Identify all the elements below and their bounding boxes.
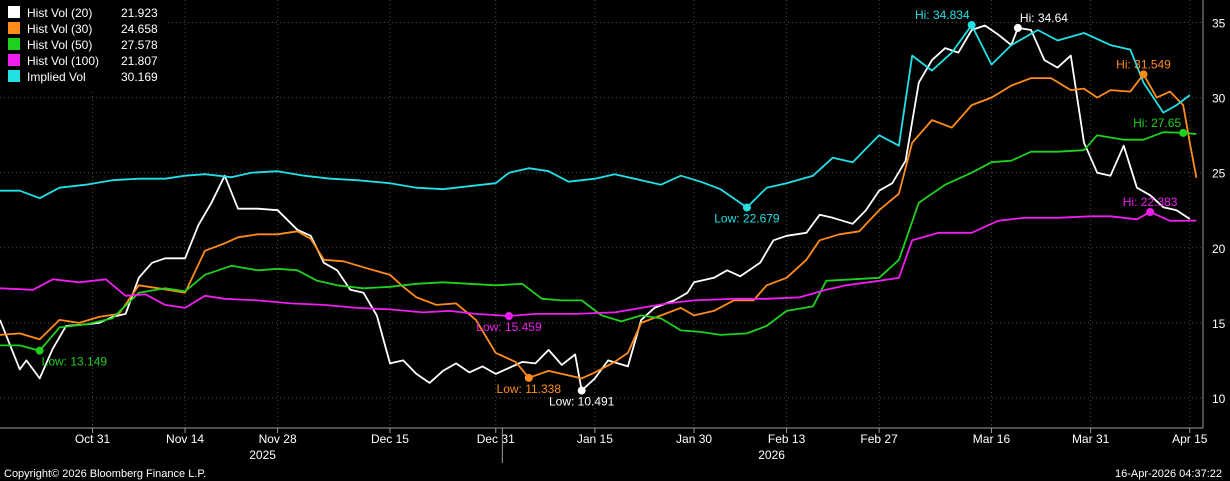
legend-swatch: [8, 22, 20, 34]
x-tick-label: Mar 31: [1072, 432, 1110, 446]
annotation-label: Low: 15.459: [476, 320, 542, 334]
legend-background: [0, 0, 167, 90]
legend-last-value: 30.169: [121, 70, 158, 84]
annotation-label: Low: 11.338: [497, 382, 562, 396]
x-tick-label: Nov 28: [259, 432, 297, 446]
legend-swatch: [8, 38, 20, 50]
legend-swatch: [8, 6, 20, 18]
annotations: Hi: 34.64 Low: 10.491 Hi: 31.549 Low: 11.33…: [35, 8, 1188, 409]
legend-series-name: Hist Vol (50): [27, 38, 92, 52]
x-tick-label: Jan 15: [577, 432, 613, 446]
series-lines: [0, 24, 1198, 392]
annotation-marker: [967, 21, 976, 30]
annotation-marker: [1179, 128, 1188, 137]
annotation-marker: [35, 346, 44, 355]
legend-last-value: 27.578: [121, 38, 158, 52]
annotation-marker: [742, 203, 751, 212]
annotation-label: Hi: 34.64: [1020, 11, 1068, 25]
y-tick-label: 10: [1212, 392, 1226, 406]
timestamp-text: 16-Apr-2026 04:37:22: [1114, 468, 1222, 480]
annotation-label: Low: 22.679: [714, 212, 780, 226]
annotation-label: Hi: 34.834: [915, 8, 970, 22]
annotation-marker: [577, 386, 586, 395]
legend-swatch: [8, 70, 20, 82]
annotation-marker: [1139, 70, 1148, 79]
legend-last-value: 24.658: [121, 22, 158, 36]
legend-last-value: 21.923: [121, 6, 158, 20]
legend-series-name: Hist Vol (20): [27, 6, 92, 20]
series-line-0: [0, 24, 1191, 392]
gridlines: [0, 0, 1203, 428]
series-line-4: [0, 24, 1191, 209]
x-tick-label: Nov 14: [166, 432, 204, 446]
legend-series-name: Hist Vol (30): [27, 22, 92, 36]
x-tick-label: Mar 16: [973, 432, 1011, 446]
legend-series-name: Implied Vol: [27, 70, 86, 84]
legend-series-name: Hist Vol (100): [27, 54, 99, 68]
annotation-marker: [1013, 23, 1022, 32]
series-line-3: [0, 211, 1197, 317]
year-label: 2025: [249, 448, 276, 462]
copyright-text: Copyright© 2026 Bloomberg Finance L.P.: [4, 468, 207, 480]
annotation-marker: [504, 311, 513, 320]
x-tick-label: Feb 13: [768, 432, 806, 446]
annotation-marker: [1146, 208, 1155, 217]
y-tick-label: 35: [1212, 17, 1226, 31]
series-line-2: [0, 131, 1197, 352]
annotation-label: Low: 10.491: [549, 395, 615, 409]
annotation-label: Low: 13.149: [42, 355, 108, 369]
legend-swatch: [8, 54, 20, 66]
annotation-label: Hi: 22.383: [1123, 195, 1178, 209]
x-tick-label: Dec 15: [371, 432, 409, 446]
legend: Hist Vol (20) 21.923 Hist Vol (30) 24.658 Hi…: [0, 0, 167, 90]
x-tick-label: Jan 30: [676, 432, 712, 446]
x-tick-label: Apr 15: [1172, 432, 1208, 446]
y-tick-label: 15: [1212, 317, 1226, 331]
y-tick-label: 30: [1212, 92, 1226, 106]
annotation-label: Hi: 31.549: [1116, 57, 1171, 71]
year-label: 2026: [758, 448, 785, 462]
x-tick-label: Oct 31: [75, 432, 111, 446]
series-line-1: [0, 73, 1198, 380]
y-tick-label: 20: [1212, 242, 1226, 256]
annotation-label: Hi: 27.65: [1133, 116, 1181, 130]
legend-last-value: 21.807: [121, 54, 158, 68]
y-tick-label: 25: [1212, 167, 1226, 181]
x-tick-label: Feb 27: [860, 432, 898, 446]
x-tick-label: Dec 31: [477, 432, 515, 446]
annotation-marker: [524, 373, 533, 382]
